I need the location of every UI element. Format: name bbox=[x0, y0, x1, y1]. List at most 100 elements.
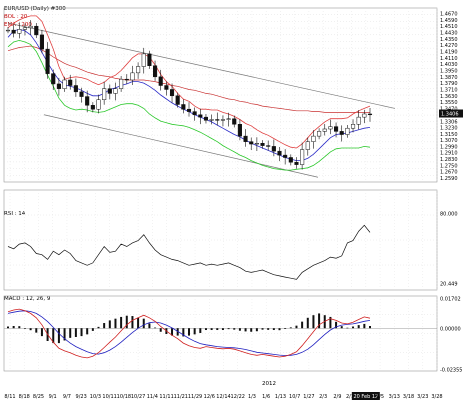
macd-histogram-bar bbox=[171, 328, 174, 336]
price-tick-label: 1.4030 bbox=[440, 62, 458, 68]
x-tick-label: 10/18 bbox=[117, 394, 131, 400]
x-tick-label: 1/13 bbox=[275, 394, 286, 400]
x-tick-label: 10/11 bbox=[102, 394, 116, 400]
price-tick-label: 1.3870 bbox=[440, 75, 458, 81]
macd-histogram-bar bbox=[148, 323, 151, 329]
macd-tick-label: -0.02355 bbox=[440, 367, 462, 373]
candle-body bbox=[51, 73, 56, 85]
candle-body bbox=[277, 150, 282, 156]
macd-histogram-bar bbox=[301, 321, 304, 329]
macd-histogram-bar bbox=[346, 327, 349, 329]
macd-histogram-bar bbox=[352, 326, 355, 329]
macd-histogram-bar bbox=[188, 328, 190, 336]
macd-histogram-bar bbox=[193, 328, 196, 335]
price-tick-label: 1.2910 bbox=[440, 151, 458, 157]
last-price-box bbox=[439, 109, 463, 118]
macd-histogram-bar bbox=[233, 328, 236, 330]
macd-histogram-bar bbox=[199, 328, 202, 333]
price-tick-label: 1.4430 bbox=[440, 31, 458, 37]
candle-body bbox=[73, 85, 78, 93]
candle-body bbox=[249, 141, 254, 145]
macd-histogram-bar bbox=[318, 313, 321, 329]
candle-body bbox=[34, 25, 39, 36]
candle-body bbox=[209, 119, 214, 121]
macd-histogram-bar bbox=[210, 328, 213, 331]
macd-histogram-bar bbox=[142, 318, 145, 329]
x-tick-label: 3/23 bbox=[417, 394, 428, 400]
candle-body bbox=[254, 142, 259, 145]
price-tick-label: 1.2990 bbox=[440, 144, 458, 150]
x-tick-label: 12/22 bbox=[231, 394, 245, 400]
macd-histogram-bar bbox=[18, 326, 21, 329]
macd-histogram-bar bbox=[29, 328, 32, 331]
macd-histogram-bar bbox=[340, 326, 343, 329]
candle-body bbox=[317, 131, 322, 137]
candle-body bbox=[5, 29, 11, 32]
candle-body bbox=[45, 48, 50, 74]
candle-body bbox=[22, 27, 28, 30]
macd-histogram-bar bbox=[23, 328, 26, 329]
x-tick-label: 2/3 bbox=[319, 394, 327, 400]
macd-histogram-bar bbox=[204, 328, 207, 331]
x-tick-label: 10/27 bbox=[131, 394, 145, 400]
candle-body bbox=[39, 34, 44, 50]
macd-histogram-bar bbox=[108, 320, 111, 329]
x-tick-label: 11/4 bbox=[147, 394, 158, 400]
macd-histogram-bar bbox=[35, 328, 38, 333]
candle-body bbox=[158, 76, 163, 86]
candle-body bbox=[350, 124, 356, 129]
macd-histogram-bar bbox=[244, 328, 247, 332]
macd-histogram-bar bbox=[120, 316, 123, 329]
candle-body bbox=[192, 111, 197, 116]
candle-body bbox=[186, 108, 192, 112]
macd-histogram-bar bbox=[363, 323, 366, 329]
macd-histogram-bar bbox=[176, 328, 179, 336]
price-tick-label: 1.3710 bbox=[440, 87, 458, 93]
candle-body bbox=[85, 96, 90, 106]
macd-histogram-bar bbox=[284, 328, 287, 329]
macd-histogram-bar bbox=[182, 328, 185, 337]
candle-body bbox=[96, 99, 101, 110]
price-tick-label: 1.4510 bbox=[440, 24, 458, 30]
x-tick-label: 8/25 bbox=[33, 394, 44, 400]
macd-histogram-bar bbox=[7, 326, 9, 329]
year-label: 2012 bbox=[262, 381, 276, 387]
candle-body bbox=[215, 119, 220, 121]
x-tick-label: 1/6 bbox=[262, 394, 270, 400]
macd-histogram-bar bbox=[80, 328, 83, 337]
candle-body bbox=[56, 83, 61, 89]
x-tick-label: 11/11 bbox=[159, 394, 173, 400]
candle-body bbox=[113, 88, 118, 94]
candle-body bbox=[339, 131, 344, 135]
candle-body bbox=[17, 29, 22, 34]
candle-body bbox=[311, 135, 316, 142]
x-tick-label: 3/18 bbox=[403, 394, 414, 400]
x-tick-label: 11/29 bbox=[188, 394, 202, 400]
candle-body bbox=[283, 154, 288, 158]
macd-histogram-bar bbox=[312, 315, 315, 329]
candle-body bbox=[362, 113, 367, 118]
macd-histogram-bar bbox=[272, 328, 275, 331]
macd-histogram-bar bbox=[159, 328, 162, 332]
price-tick-label: 1.3070 bbox=[440, 138, 458, 144]
price-tick-label: 1.3950 bbox=[440, 68, 458, 74]
macd-histogram-bar bbox=[261, 328, 264, 330]
price-tick-label: 1.3630 bbox=[440, 94, 458, 100]
candle-body bbox=[102, 88, 107, 100]
macd-histogram-bar bbox=[125, 315, 128, 329]
macd-histogram-bar bbox=[103, 323, 106, 329]
candle-body bbox=[169, 89, 175, 97]
x-tick-label: 2/9 bbox=[333, 394, 341, 400]
candle-body bbox=[220, 119, 225, 121]
candle-body bbox=[226, 118, 231, 120]
macd-histogram-bar bbox=[221, 328, 224, 331]
price-tick-label: 1.3230 bbox=[440, 125, 458, 131]
x-tick-label: 8/18 bbox=[19, 394, 30, 400]
highlighted-date-box bbox=[351, 392, 380, 400]
candle-body bbox=[322, 128, 327, 132]
candle-body bbox=[356, 116, 361, 125]
macd-histogram-bar bbox=[295, 325, 298, 329]
rsi-line bbox=[7, 224, 371, 280]
macd-histogram-bar bbox=[137, 317, 140, 329]
